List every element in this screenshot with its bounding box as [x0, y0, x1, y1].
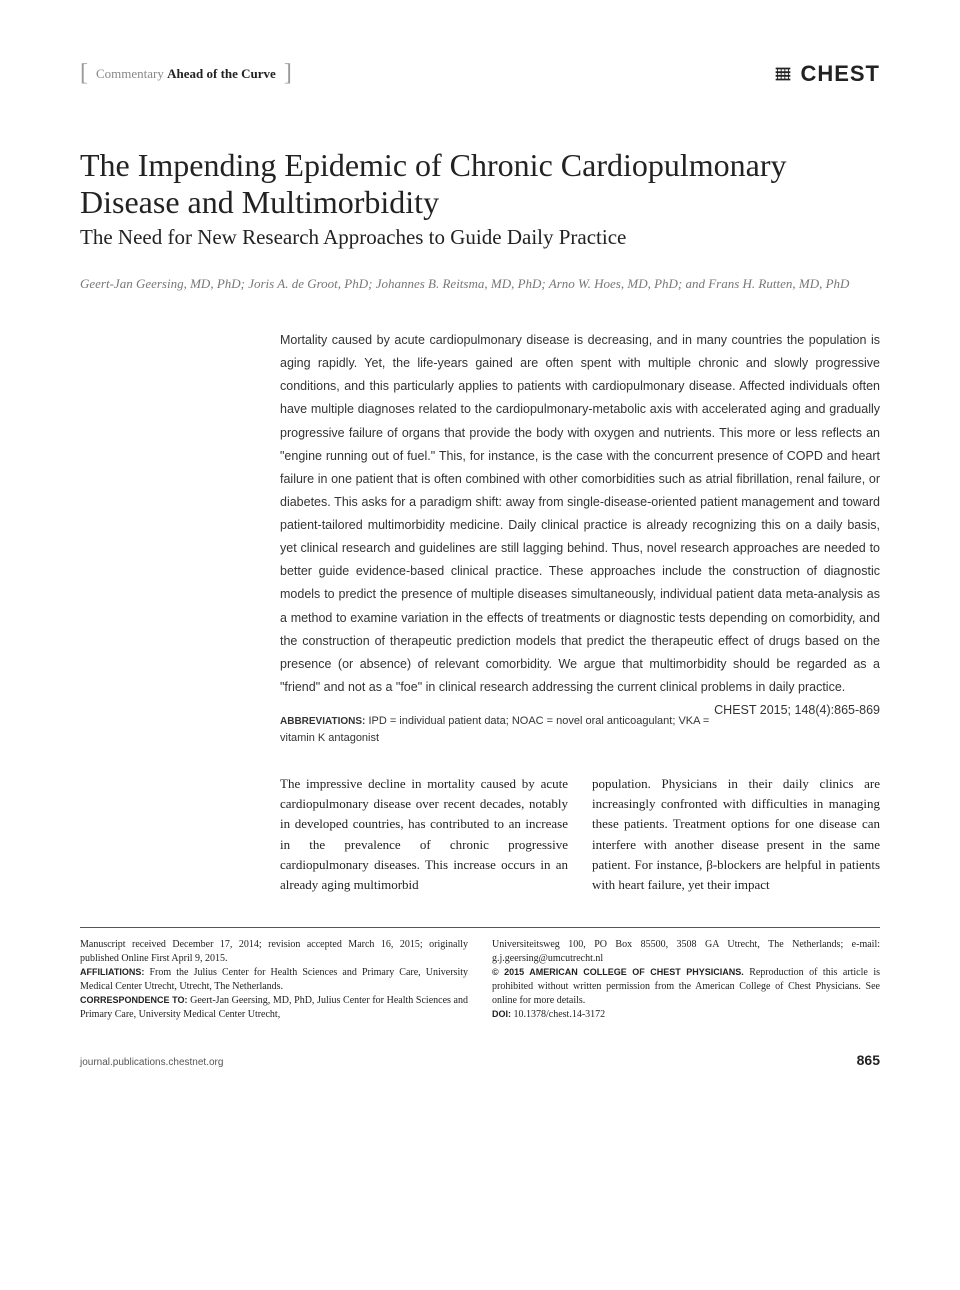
manuscript-dates: Manuscript received December 17, 2014; r… [80, 939, 468, 964]
body-text: The impressive decline in mortality caus… [280, 774, 880, 895]
bracket-right: ] [284, 60, 292, 87]
abstract-block: Mortality caused by acute cardiopulmonar… [280, 329, 880, 699]
journal-name: CHEST [800, 61, 880, 87]
article-title: The Impending Epidemic of Chronic Cardio… [80, 147, 880, 221]
footer-column-right: Universiteitsweg 100, PO Box 85500, 3508… [492, 938, 880, 1022]
article-authors: Geert-Jan Geersing, MD, PhD; Joris A. de… [80, 274, 880, 294]
page-footer: journal.publications.chestnet.org 865 [80, 1052, 880, 1068]
address-text: Universiteitsweg 100, PO Box 85500, 3508… [492, 939, 880, 964]
journal-logo: CHEST [772, 61, 880, 87]
bracket-left: [ [80, 60, 88, 87]
abstract-text: Mortality caused by acute cardiopulmonar… [280, 333, 880, 694]
body-column-right: population. Physicians in their daily cl… [592, 774, 880, 895]
correspondence-label: CORRESPONDENCE TO: [80, 995, 188, 1005]
article-citation: CHEST 2015; 148(4):865-869 [714, 699, 880, 722]
doi-text: 10.1378/chest.14-3172 [514, 1009, 606, 1020]
page-number: 865 [857, 1052, 880, 1068]
doi-label: DOI: [492, 1009, 511, 1019]
abbreviations-label: ABBREVIATIONS: [280, 716, 365, 727]
article-category: [ Commentary Ahead of the Curve ] [80, 60, 292, 87]
category-type: Commentary [96, 66, 164, 81]
body-column-left: The impressive decline in mortality caus… [280, 774, 568, 895]
journal-url: journal.publications.chestnet.org [80, 1057, 223, 1068]
footer-metadata: Manuscript received December 17, 2014; r… [80, 938, 880, 1022]
page-header: [ Commentary Ahead of the Curve ] CHEST [80, 60, 880, 87]
footer-divider [80, 927, 880, 928]
affiliations-label: AFFILIATIONS: [80, 967, 144, 977]
chest-logo-icon [772, 63, 794, 85]
copyright-label: © 2015 AMERICAN COLLEGE OF CHEST PHYSICI… [492, 967, 744, 977]
category-section: Ahead of the Curve [167, 66, 276, 81]
footer-column-left: Manuscript received December 17, 2014; r… [80, 938, 468, 1022]
article-subtitle: The Need for New Research Approaches to … [80, 225, 880, 250]
